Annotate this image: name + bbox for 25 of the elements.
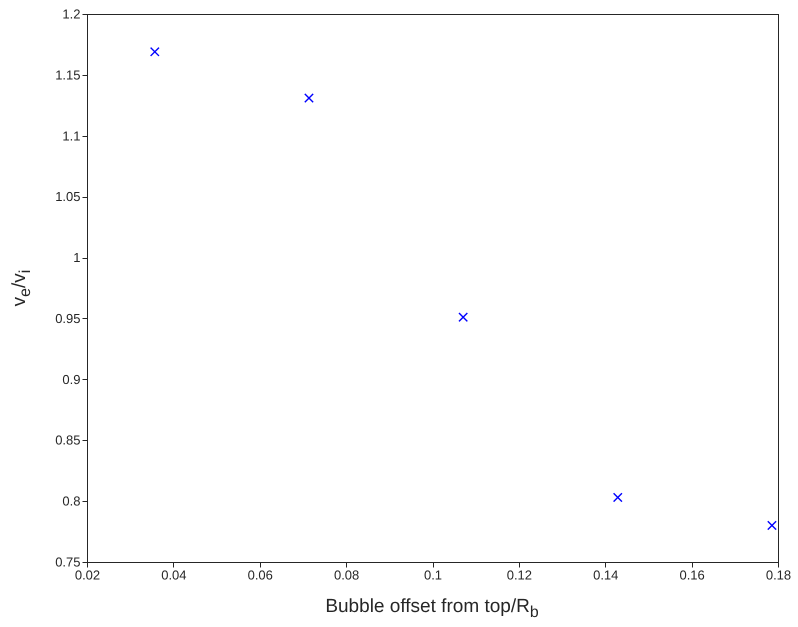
point [458, 312, 468, 322]
x-tick-label: 0.14 [593, 568, 618, 582]
y-tick-label: 1.15 [55, 67, 80, 82]
y-tick-label: 0.95 [55, 310, 80, 326]
x-tick-label: 0.18 [766, 568, 792, 582]
y-tick-label: 0.85 [55, 432, 80, 448]
x-tick-label: 0.1 [424, 568, 442, 582]
y-tick-label: 0.9 [62, 372, 80, 387]
x-tick-label: 0.02 [74, 568, 100, 582]
point [150, 46, 160, 57]
x-axis-title: Bubble offset from top/R$_{b}$ [325, 596, 539, 622]
y-tick-label: 1.1 [62, 128, 80, 144]
x-tick-label: 0.08 [334, 568, 360, 582]
y-tick-label: 0.8 [62, 494, 80, 509]
y-tick-label: 0.75 [55, 554, 80, 570]
y-tick-label: 1.2 [62, 6, 80, 22]
y-tick-label: 1.05 [55, 189, 80, 204]
x-tick-label: 0.16 [679, 568, 705, 582]
point [767, 520, 777, 530]
x-tick-label: 0.04 [161, 568, 187, 582]
y-tick-label: 1 [73, 250, 80, 266]
point [304, 93, 314, 103]
x-tick-label: 0.06 [248, 568, 273, 582]
point [612, 492, 623, 502]
x-tick-label: 0.12 [506, 568, 532, 582]
